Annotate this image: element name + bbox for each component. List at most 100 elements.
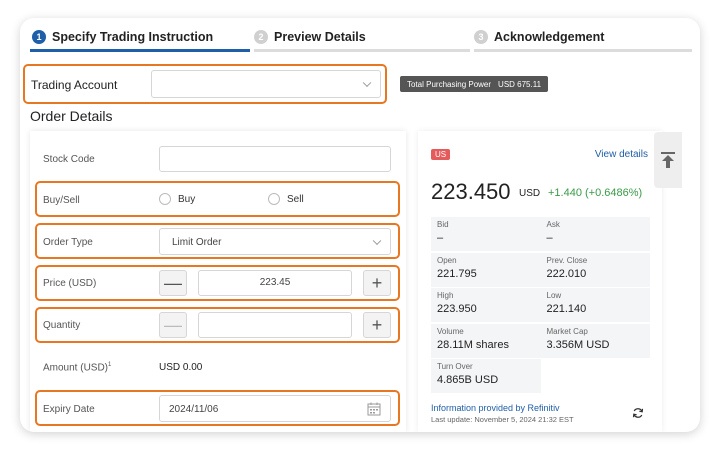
- price-currency: USD: [519, 188, 541, 199]
- stock-code-label: Stock Code: [43, 154, 95, 165]
- price-input[interactable]: 223.45: [198, 270, 352, 296]
- expiry-label: Expiry Date: [43, 404, 95, 415]
- quote-value: 223.950: [437, 303, 477, 315]
- quote-row: High 223.950 Low 221.140: [431, 288, 650, 322]
- quote-key: Turn Over: [437, 362, 473, 371]
- quote-key: Low: [546, 291, 562, 300]
- amount-label-text: Amount (USD): [43, 362, 109, 374]
- quote-panel: US View details 223.450 USD +1.440 (+0.6…: [418, 131, 662, 432]
- step-label: Preview Details: [274, 30, 366, 44]
- quote-cell-ask: Ask –: [541, 217, 651, 251]
- purchasing-power-label: Total Purchasing Power: [407, 79, 492, 89]
- trading-account-select[interactable]: [151, 70, 381, 98]
- price-increment-button[interactable]: +: [363, 270, 391, 296]
- quote-cell-market-cap: Market Cap 3.356M USD: [541, 324, 651, 358]
- quote-row: Open 221.795 Prev. Close 222.010: [431, 252, 651, 287]
- quote-key: Open: [437, 255, 457, 265]
- price-label: Price (USD): [43, 278, 97, 289]
- quote-value: 222.010: [546, 267, 587, 280]
- step-bar-2: [254, 49, 470, 52]
- step-acknowledgement: 3 Acknowledgement: [474, 30, 604, 44]
- progress-steps: 1 Specify Trading Instruction 2 Preview …: [30, 30, 694, 70]
- last-price: 223.450: [431, 179, 511, 204]
- step-number: 1: [32, 30, 46, 44]
- radio-circle: [159, 193, 171, 205]
- calendar-icon[interactable]: [367, 402, 381, 416]
- order-type-label: Order Type: [43, 237, 93, 248]
- quote-value: 221.795: [437, 267, 477, 280]
- buy-label: Buy: [178, 193, 196, 205]
- quote-row: Volume 28.11M shares Market Cap 3.356M USD: [431, 323, 651, 358]
- radio-circle: [268, 193, 280, 205]
- quantity-label: Quantity: [43, 320, 81, 331]
- quote-cell-turnover: Turn Over 4.865B USD: [431, 359, 541, 393]
- step-specify: 1 Specify Trading Instruction: [32, 30, 213, 44]
- expiry-date-value: 2024/11/06: [169, 404, 219, 415]
- quote-grid: Bid – Ask – Open 221.795 Prev. Close 222.010…: [431, 217, 650, 395]
- trade-card: 1 Specify Trading Instruction 2 Preview …: [20, 18, 700, 432]
- scroll-to-top-button[interactable]: [654, 132, 682, 188]
- step-label: Acknowledgement: [494, 30, 605, 44]
- quantity-decrement-button[interactable]: —: [159, 312, 187, 338]
- quote-value: –: [546, 232, 553, 244]
- market-badge: US: [431, 149, 451, 160]
- quantity-highlight: [35, 307, 400, 343]
- quote-key: Prev. Close: [546, 255, 588, 265]
- step-number: 3: [474, 30, 488, 44]
- quote-value: 221.140: [546, 303, 587, 315]
- quote-value: 3.356M USD: [546, 338, 610, 351]
- arrow-up-bar-icon: [661, 152, 675, 168]
- order-type-value: Limit Order: [172, 237, 222, 248]
- provider-link[interactable]: Information provided by Refinitiv: [431, 403, 560, 413]
- quote-cell-bid: Bid –: [431, 217, 541, 251]
- refresh-icon[interactable]: [632, 407, 644, 419]
- step-bar-3: [474, 49, 692, 52]
- stock-code-input[interactable]: [159, 146, 391, 172]
- quantity-increment-button[interactable]: +: [363, 312, 391, 338]
- quantity-input[interactable]: [198, 312, 352, 338]
- quote-cell-empty: [540, 359, 650, 393]
- purchasing-power-tooltip: Total Purchasing Power USD 675.11: [400, 76, 549, 92]
- step-bar-1: [30, 49, 250, 52]
- buy-radio[interactable]: Buy: [159, 193, 195, 205]
- quote-key: Volume: [437, 326, 464, 336]
- price-change: +1.440 (+0.6486%): [548, 187, 643, 199]
- quote-value: 28.11M shares: [437, 338, 509, 351]
- expiry-highlight: [35, 390, 400, 426]
- quote-cell-prev-close: Prev. Close 222.010: [541, 253, 651, 287]
- quote-row: Turn Over 4.865B USD: [431, 359, 650, 393]
- quote-cell-volume: Volume 28.11M shares: [431, 324, 541, 358]
- order-form: Stock Code Buy/Sell Buy Sell Order Type …: [30, 131, 406, 432]
- quote-key: Ask: [546, 220, 560, 229]
- trading-account-label: Trading Account: [31, 78, 118, 92]
- quote-key: Bid: [437, 220, 449, 229]
- sell-radio[interactable]: Sell: [268, 193, 304, 205]
- amount-label: Amount (USD)1: [43, 362, 111, 373]
- quote-value: 4.865B USD: [437, 374, 499, 386]
- quote-cell-low: Low 221.140: [541, 288, 651, 322]
- quote-row: Bid – Ask –: [431, 217, 650, 251]
- order-type-select[interactable]: Limit Order: [159, 228, 391, 255]
- step-label: Specify Trading Instruction: [52, 30, 214, 44]
- purchasing-power-value: USD 675.11: [498, 79, 542, 89]
- chevron-down-icon: [362, 78, 372, 88]
- amount-value: USD 0.00: [159, 362, 203, 373]
- step-preview: 2 Preview Details: [254, 30, 366, 44]
- price-highlight: [35, 265, 400, 301]
- last-update: Last update: November 5, 2024 21:32 EST: [431, 415, 574, 424]
- chevron-down-icon: [372, 236, 382, 245]
- order-details-title: Order Details: [30, 108, 113, 124]
- quote-key: High: [437, 291, 454, 300]
- buy-sell-highlight: [35, 181, 400, 217]
- price-decrement-button[interactable]: —: [159, 270, 187, 296]
- quote-cell-open: Open 221.795: [431, 253, 541, 287]
- step-number: 2: [254, 30, 268, 44]
- view-details-link[interactable]: View details: [594, 149, 648, 160]
- quote-value: –: [437, 232, 444, 244]
- trading-account-highlight: [23, 64, 387, 104]
- quote-cell-high: High 223.950: [431, 288, 541, 322]
- amount-footnote: 1: [108, 362, 112, 368]
- order-type-highlight: [35, 223, 400, 259]
- expiry-date-input[interactable]: 2024/11/06: [159, 395, 391, 422]
- quote-key: Market Cap: [546, 326, 588, 336]
